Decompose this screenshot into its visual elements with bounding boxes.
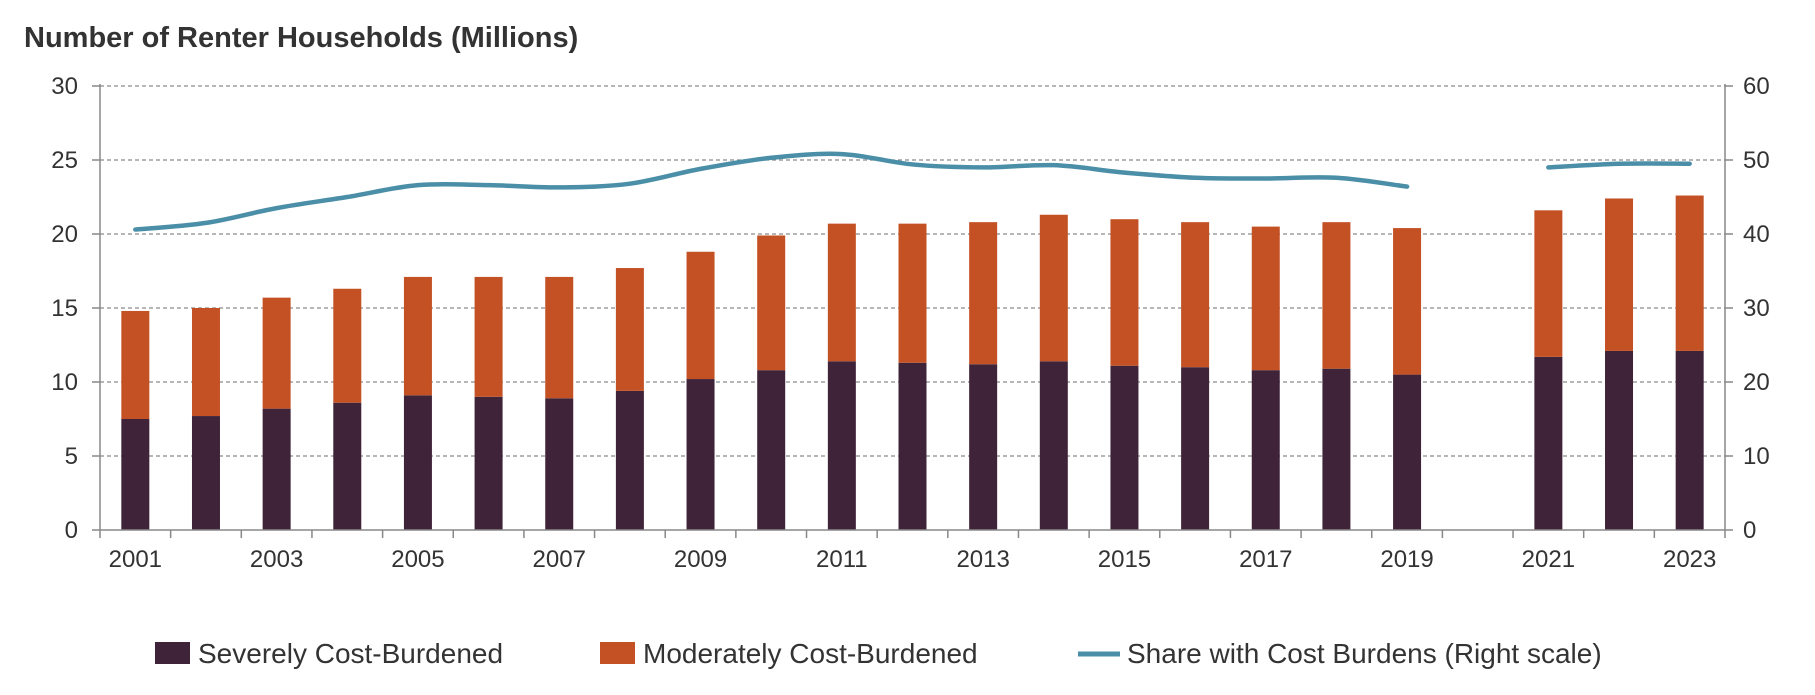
x-tick-label-2017: 2017 xyxy=(1239,546,1292,573)
bar-moderate-2010 xyxy=(757,235,786,371)
y-tick-label-10: 10 xyxy=(51,369,78,396)
x-tick-label-2021: 2021 xyxy=(1522,546,1575,573)
x-tick-label-2007: 2007 xyxy=(533,546,586,573)
bar-moderate-2017 xyxy=(1251,226,1280,371)
bar-severe-2003 xyxy=(262,408,291,530)
x-tick-label-2009: 2009 xyxy=(674,546,727,573)
bar-severe-2004 xyxy=(333,402,362,530)
y-tick-label-20: 20 xyxy=(51,221,78,248)
bar-moderate-2009 xyxy=(686,251,715,380)
x-tick-label-2001: 2001 xyxy=(109,546,162,573)
bar-severe-2007 xyxy=(545,398,574,530)
y-tick-label-0: 0 xyxy=(65,517,78,544)
bar-severe-2006 xyxy=(474,396,503,530)
x-tick-label-2011: 2011 xyxy=(816,546,868,573)
bar-severe-2010 xyxy=(757,370,786,530)
x-tick-label-2005: 2005 xyxy=(391,546,444,573)
y2-tick-label-20: 20 xyxy=(1743,369,1770,396)
bar-moderate-2002 xyxy=(191,308,220,417)
bar-moderate-2015 xyxy=(1110,219,1139,366)
legend-label-moderate: Moderately Cost-Burdened xyxy=(643,638,978,669)
bar-moderate-2004 xyxy=(333,288,362,403)
bar-severe-2012 xyxy=(898,362,927,530)
y2-tick-label-30: 30 xyxy=(1743,295,1770,322)
bar-severe-2013 xyxy=(969,364,998,530)
y2-tick-label-60: 60 xyxy=(1743,73,1770,100)
bar-severe-2008 xyxy=(615,390,644,530)
bar-moderate-2016 xyxy=(1181,222,1210,368)
bar-moderate-2005 xyxy=(403,276,432,396)
x-tick-label-2003: 2003 xyxy=(250,546,303,573)
bar-moderate-2022 xyxy=(1605,198,1634,351)
bar-moderate-2023 xyxy=(1675,195,1704,351)
bar-moderate-2007 xyxy=(545,276,574,399)
share-line-segment-1 xyxy=(133,151,1410,232)
bar-severe-2018 xyxy=(1322,368,1351,530)
y2-tick-label-50: 50 xyxy=(1743,147,1770,174)
y-tick-label-30: 30 xyxy=(51,73,78,100)
bar-moderate-2013 xyxy=(969,222,998,365)
x-tick-label-2013: 2013 xyxy=(956,546,1009,573)
legend-label-severe: Severely Cost-Burdened xyxy=(198,638,503,669)
x-tick-label-2019: 2019 xyxy=(1380,546,1433,573)
bar-moderate-2001 xyxy=(121,310,150,419)
bar-moderate-2018 xyxy=(1322,222,1351,369)
bar-severe-2023 xyxy=(1675,350,1704,530)
chart-title: Number of Renter Households (Millions) xyxy=(24,22,579,54)
bars xyxy=(121,195,1704,530)
y2-tick-label-40: 40 xyxy=(1743,221,1770,248)
y-tick-label-15: 15 xyxy=(51,295,78,322)
y-tick-label-25: 25 xyxy=(51,147,78,174)
bar-moderate-2008 xyxy=(615,268,644,391)
axes: 0 5 10 15 20 25 30 0 10 20 30 40 50 60 2001 2003 2005 200… xyxy=(51,73,1769,573)
bar-moderate-2012 xyxy=(898,223,927,363)
share-line xyxy=(133,151,1692,232)
bar-moderate-2021 xyxy=(1534,210,1563,357)
bar-severe-2009 xyxy=(686,379,715,530)
bar-moderate-2006 xyxy=(474,276,503,397)
bar-severe-2016 xyxy=(1181,367,1210,530)
bar-moderate-2019 xyxy=(1393,228,1422,375)
legend-label-share: Share with Cost Burdens (Right scale) xyxy=(1127,638,1602,669)
legend: Severely Cost-Burdened Moderately Cost-Bu… xyxy=(155,638,1602,669)
bar-moderate-2003 xyxy=(262,297,291,409)
legend-swatch-moderate xyxy=(600,642,635,664)
bar-severe-2019 xyxy=(1393,374,1422,530)
y2-tick-label-0: 0 xyxy=(1743,517,1756,544)
x-tick-label-2015: 2015 xyxy=(1098,546,1151,573)
bar-severe-2005 xyxy=(403,395,432,530)
bar-severe-2001 xyxy=(121,419,150,530)
bar-severe-2002 xyxy=(191,416,220,530)
bar-severe-2015 xyxy=(1110,365,1139,530)
bar-moderate-2014 xyxy=(1039,214,1068,362)
y-tick-label-5: 5 xyxy=(65,443,78,470)
bar-severe-2021 xyxy=(1534,356,1563,530)
legend-swatch-severe xyxy=(155,642,190,664)
y2-tick-label-10: 10 xyxy=(1743,443,1770,470)
bar-moderate-2011 xyxy=(827,223,856,362)
x-tick-label-2023: 2023 xyxy=(1663,546,1716,573)
bar-severe-2022 xyxy=(1605,350,1634,530)
bar-severe-2011 xyxy=(827,361,856,530)
bar-severe-2014 xyxy=(1039,361,1068,530)
share-line-segment-2 xyxy=(1546,161,1692,170)
bar-severe-2017 xyxy=(1251,370,1280,530)
